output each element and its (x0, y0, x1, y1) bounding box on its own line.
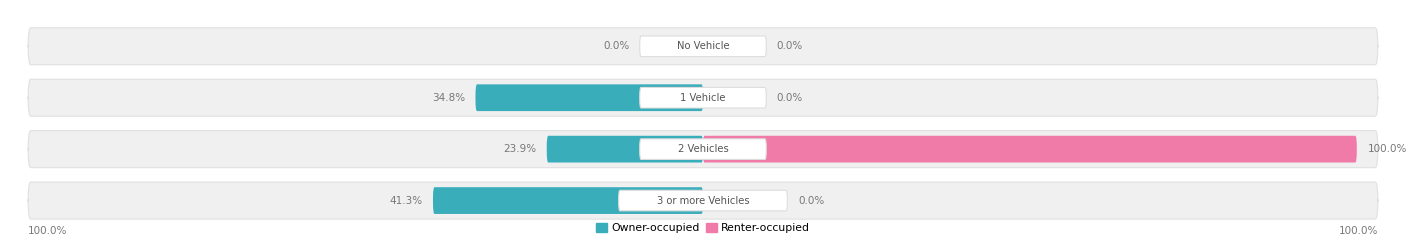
FancyBboxPatch shape (703, 136, 1357, 163)
Text: 100.0%: 100.0% (1367, 144, 1406, 154)
FancyBboxPatch shape (547, 136, 703, 163)
Text: 0.0%: 0.0% (778, 41, 803, 51)
Text: 41.3%: 41.3% (389, 196, 422, 206)
FancyBboxPatch shape (619, 190, 787, 211)
FancyBboxPatch shape (28, 79, 1378, 116)
FancyBboxPatch shape (640, 88, 766, 108)
FancyBboxPatch shape (433, 187, 703, 214)
FancyBboxPatch shape (28, 131, 1378, 168)
Text: 1 Vehicle: 1 Vehicle (681, 93, 725, 103)
Text: 34.8%: 34.8% (432, 93, 465, 103)
FancyBboxPatch shape (28, 182, 1378, 219)
Text: 3 or more Vehicles: 3 or more Vehicles (657, 196, 749, 206)
Text: No Vehicle: No Vehicle (676, 41, 730, 51)
Text: 0.0%: 0.0% (778, 93, 803, 103)
Text: 0.0%: 0.0% (799, 196, 824, 206)
FancyBboxPatch shape (475, 84, 703, 111)
FancyBboxPatch shape (28, 28, 1378, 65)
Text: 100.0%: 100.0% (28, 227, 67, 234)
FancyBboxPatch shape (640, 139, 766, 159)
Text: 0.0%: 0.0% (603, 41, 630, 51)
Text: 23.9%: 23.9% (503, 144, 536, 154)
FancyBboxPatch shape (640, 36, 766, 57)
Legend: Owner-occupied, Renter-occupied: Owner-occupied, Renter-occupied (596, 223, 810, 233)
Text: 2 Vehicles: 2 Vehicles (678, 144, 728, 154)
Text: 100.0%: 100.0% (1339, 227, 1378, 234)
